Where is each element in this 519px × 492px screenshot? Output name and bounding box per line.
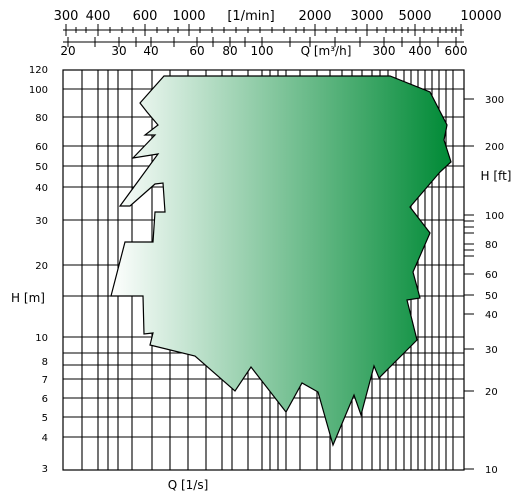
top-primary-tick-1000: 1000	[172, 9, 205, 24]
right-tick-50: 50	[485, 291, 498, 302]
top-secondary-tick-400: 400	[409, 44, 432, 58]
top-primary-tick-600: 600	[133, 9, 158, 24]
top-primary-unit-label: [1/min]	[227, 9, 274, 24]
left-tick-80: 80	[35, 113, 48, 124]
right-axis-label: H [ft]	[481, 169, 512, 183]
left-tick-5: 5	[42, 413, 48, 424]
right-tick-60: 60	[485, 270, 498, 281]
left-tick-100: 100	[29, 85, 48, 96]
top-primary-tick-10000: 10000	[460, 9, 501, 24]
plot-frame	[62, 69, 465, 471]
top-secondary-tick-100: 100	[251, 44, 274, 58]
left-tick-30: 30	[35, 216, 48, 227]
left-axis-label: H [m]	[11, 291, 45, 305]
top-primary-tick-400: 400	[86, 9, 111, 24]
top-secondary-tick-300: 300	[373, 44, 396, 58]
right-tick-40: 40	[485, 310, 498, 321]
top-primary-tick-5000: 5000	[398, 9, 431, 24]
left-tick-3: 3	[42, 464, 48, 475]
left-tick-6: 6	[42, 394, 48, 405]
top-secondary-tick-40: 40	[143, 44, 158, 58]
right-tick-10: 10	[485, 465, 498, 476]
top-primary-tick-3000: 3000	[350, 9, 383, 24]
right-tick-100: 100	[485, 211, 504, 222]
right-tick-20: 20	[485, 387, 498, 398]
left-tick-120: 120	[29, 65, 48, 76]
top-secondary-unit-label: Q [m³/h]	[301, 44, 352, 58]
left-tick-7: 7	[42, 375, 48, 386]
left-axis: 120 100 80 60 50 40 30 20 10 8 7 6 5 4 3…	[11, 65, 48, 475]
top-secondary-tick-60: 60	[189, 44, 204, 58]
bottom-axis-label: Q [1/s]	[168, 478, 209, 492]
top-secondary-tick-20: 20	[60, 44, 75, 58]
left-tick-10: 10	[35, 333, 48, 344]
top-secondary-tick-80: 80	[222, 44, 237, 58]
left-tick-8: 8	[42, 357, 48, 368]
top-secondary-tick-30: 30	[111, 44, 126, 58]
left-tick-20: 20	[35, 261, 48, 272]
left-tick-40: 40	[35, 183, 48, 194]
right-tick-300: 300	[485, 95, 504, 106]
top-secondary-axis: 20 30 40 60 80 100 Q [m³/h] 300 400 600	[60, 44, 467, 58]
top-primary-tick-300: 300	[54, 9, 79, 24]
performance-envelope	[110, 75, 452, 447]
top-primary-axis: 300 400 600 1000 [1/min] 2000 3000 5000 …	[54, 9, 502, 47]
right-tick-30: 30	[485, 345, 498, 356]
left-tick-60: 60	[35, 142, 48, 153]
right-axis: 300 200 H [ft] 100 80 60 50 40 30 20 10	[464, 95, 511, 476]
top-secondary-tick-600: 600	[445, 44, 468, 58]
top-primary-tick-2000: 2000	[298, 9, 331, 24]
right-tick-200: 200	[485, 142, 504, 153]
right-tick-80: 80	[485, 240, 498, 251]
left-tick-50: 50	[35, 162, 48, 173]
left-tick-4: 4	[42, 433, 48, 444]
